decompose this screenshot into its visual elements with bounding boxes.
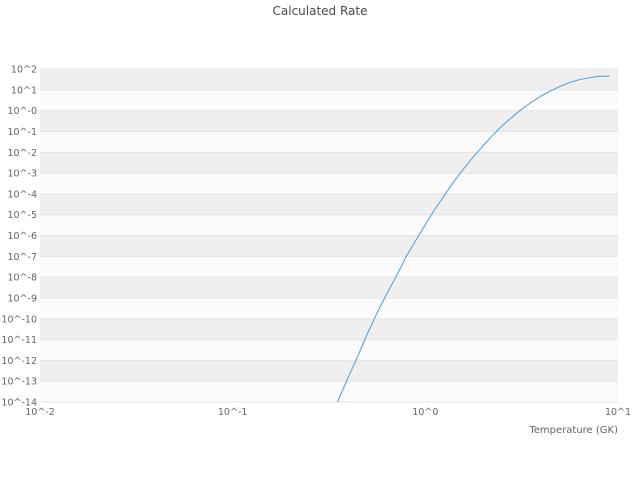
grid-band [40, 152, 618, 174]
y-tick-label: 10^-3 [7, 169, 37, 180]
y-tick-label: 10^-7 [7, 252, 37, 263]
y-tick-label: 10^-11 [1, 335, 37, 346]
grid-band [40, 214, 618, 236]
y-tick-label: 10^-1 [7, 127, 37, 138]
grid-band [40, 339, 618, 361]
grid-band [40, 297, 618, 319]
y-tick-label: 10^-6 [7, 231, 37, 242]
y-tick-label: 10^-10 [1, 314, 37, 325]
grid-band [40, 277, 618, 298]
y-tick-label: 10^-0 [7, 106, 37, 117]
y-tick-label: 10^-14 [1, 398, 37, 409]
y-tick-label: 10^-12 [1, 356, 37, 367]
grid-band [40, 235, 618, 257]
x-tick-label: 10^-2 [25, 407, 55, 418]
y-tick-label: 10^-4 [7, 189, 37, 200]
y-tick-label: 10^1 [11, 85, 37, 96]
grid-band [40, 193, 618, 215]
chart-title: Calculated Rate [272, 4, 368, 18]
grid-band [40, 173, 618, 194]
grid-band [40, 360, 618, 382]
grid-band [40, 110, 618, 132]
grid-band [40, 89, 618, 111]
x-tick-label: 10^0 [412, 407, 438, 418]
y-tick-label: 10^-5 [7, 210, 37, 221]
grid-band [40, 131, 618, 153]
grid-band [40, 318, 618, 340]
y-tick-label: 10^2 [11, 65, 37, 76]
grid-band [40, 381, 618, 402]
y-tick-label: 10^-9 [7, 293, 37, 304]
grid-band [40, 69, 618, 90]
y-tick-label: 10^-13 [1, 377, 37, 388]
y-tick-label: 10^-8 [7, 273, 37, 284]
y-tick-label: 10^-2 [7, 148, 37, 159]
x-axis-title: Temperature (GK) [529, 425, 618, 436]
grid-band [40, 256, 618, 278]
x-tick-label: 10^-1 [218, 407, 248, 418]
rate-curve-line [336, 75, 610, 403]
x-tick-label: 10^1 [605, 407, 631, 418]
